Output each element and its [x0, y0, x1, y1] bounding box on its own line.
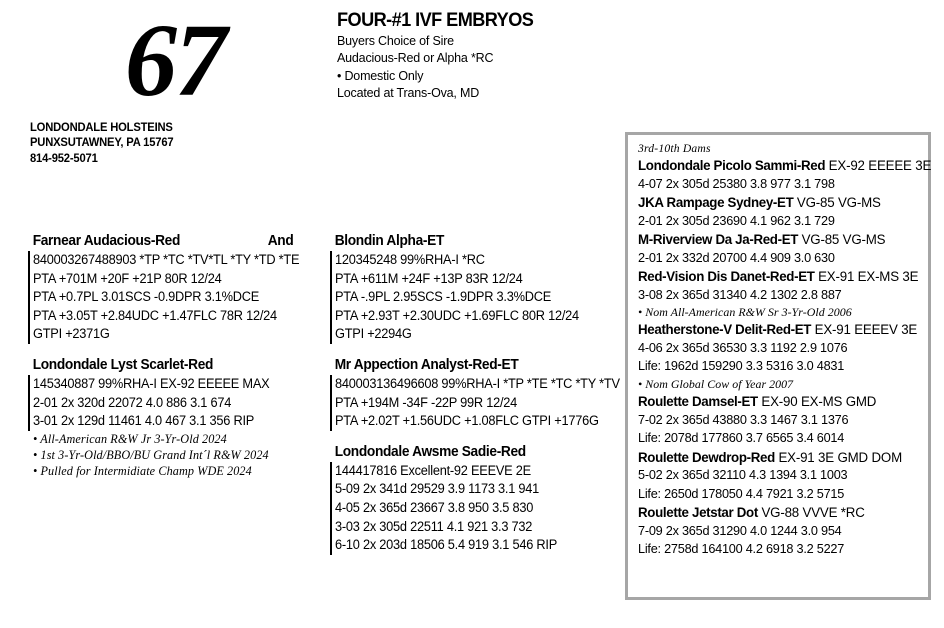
- pedigree-data-line: PTA +194M -34F -22P 99R 12/24: [335, 394, 518, 410]
- pedigree-detail-lines: 145340887 99%RHA-I EX-92 EEEEE MAX 2-01 2…: [28, 375, 328, 479]
- dam-classification-score: EX-92 EEEEE 3E: [825, 157, 932, 173]
- dam-entry-name: Red-Vision Dis Danet-Red-ET EX-91 EX-MS …: [638, 267, 919, 286]
- dam-award-note: • Nom Global Cow of Year 2007: [638, 376, 794, 391]
- dam-name-text: M-Riverview Da Ja-Red-ET: [638, 231, 799, 247]
- pedigree-data-line: 840003267488903 *TP *TC *TV*TL *TY *TD *…: [33, 252, 300, 267]
- pedigree-award-note: • All-American R&W Jr 3-Yr-Old 2024: [33, 431, 227, 446]
- pedigree-detail-lines: 840003136496608 99%RHA-I *TP *TE *TC *TY…: [330, 375, 620, 431]
- dam-production-record: 2-01 2x 332d 20700 4.4 909 3.0 630: [638, 249, 835, 265]
- pedigree-award-note: • 1st 3-Yr-Old/BBO/BU Grand Int´l R&W 20…: [33, 447, 269, 462]
- pedigree-data-line: 6-10 2x 203d 18506 5.4 919 3.1 546 RIP: [335, 537, 558, 553]
- dam-name-text: Roulette Jetstar Dot: [638, 504, 758, 521]
- pedigree-animal-name: Mr Appection Analyst-Red-ET: [334, 356, 519, 373]
- consignor-block: LONDONDALE HOLSTEINS PUNXSUTAWNEY, PA 15…: [30, 120, 306, 166]
- lot-subtitle-buyers-choice: Buyers Choice of Sire: [337, 33, 454, 48]
- dam-production-record: 4-06 2x 365d 36530 3.3 1192 2.9 1076: [638, 340, 848, 355]
- pedigree-block: Londondale Awsme Sadie-Red 144417816 Exce…: [330, 443, 620, 555]
- pedigree-data-line: PTA +2.93T +2.30UDC +1.69FLC 80R 12/24: [335, 307, 579, 323]
- dam-classification-score: VG-88 VVVE *RC: [757, 504, 865, 521]
- pedigree-block-rule: [28, 374, 30, 431]
- pedigree-data-line: PTA +611M +24F +13P 83R 12/24: [335, 270, 523, 286]
- dams-panel-heading: 3rd-10th Dams: [638, 142, 711, 155]
- pedigree-data-line: 120345248 99%RHA-I *RC: [335, 252, 485, 267]
- pedigree-data-line: PTA +2.02T +1.56UDC +1.08FLC GTPI +1776G: [335, 413, 599, 429]
- pedigree-data-line: PTA +701M +20F +21P 80R 12/24: [33, 270, 222, 286]
- dam-production-record: Life: 1962d 159290 3.3 5316 3.0 4831: [638, 358, 845, 374]
- lot-header: FOUR-#1 IVF EMBRYOS Buyers Choice of Sir…: [337, 8, 637, 102]
- dam-name-text: Roulette Damsel-ET: [638, 393, 758, 410]
- pedigree-block: Mr Appection Analyst-Red-ET 8400031364966…: [330, 356, 620, 431]
- pedigree-data-line: 144417816 Excellent-92 EEEVE 2E: [335, 462, 531, 478]
- dam-classification-score: EX-91 3E GMD DOM: [774, 448, 902, 465]
- pedigree-block: Farnear Audacious-Red And 840003267488903 …: [28, 232, 328, 344]
- dam-classification-score: EX-90 EX-MS GMD: [757, 393, 877, 410]
- pedigree-data-line: 3-01 2x 129d 11461 4.0 467 3.1 356 RIP: [33, 413, 255, 429]
- dam-entry-name: JKA Rampage Sydney-ET VG-85 VG-MS: [638, 193, 904, 212]
- dam-production-record: Life: 2650d 178050 4.4 7921 3.2 5715: [638, 485, 845, 501]
- pedigree-data-line: 4-05 2x 365d 23667 3.8 950 3.5 830: [335, 499, 534, 515]
- pedigree-award-note: • Pulled for Intermidiate Champ WDE 2024: [33, 464, 252, 479]
- pedigree-data-line: 840003136496608 99%RHA-I *TP *TE *TC *TY…: [335, 375, 620, 391]
- pedigree-data-line: 3-03 2x 305d 22511 4.1 921 3.3 732: [335, 518, 533, 534]
- lot-number: 67: [125, 3, 227, 118]
- pedigree-data-line: PTA +0.7PL 3.01SCS -0.9DPR 3.1%DCE: [33, 289, 260, 305]
- lot-subtitle-domestic-only: • Domestic Only: [337, 67, 424, 83]
- dam-name-text: Heatherstone-V Delit-Red-ET: [638, 321, 812, 338]
- pedigree-block: Blondin Alpha-ET 120345248 99%RHA-I *RC PT…: [330, 232, 620, 344]
- dam-award-note: • Nom All-American R&W Sr 3-Yr-Old 2006: [638, 305, 852, 319]
- dam-classification-score: VG-85 VG-MS: [798, 231, 886, 247]
- lot-subtitle-sire-options: Audacious-Red or Alpha *RC: [337, 50, 494, 66]
- pedigree-data-line: GTPI +2371G: [33, 326, 110, 342]
- dam-production-record: Life: 2758d 164100 4.2 6918 3.2 5227: [638, 541, 845, 557]
- dam-name-text: Londondale Picolo Sammi-Red: [638, 157, 826, 173]
- dam-production-record: 4-07 2x 305d 25380 3.8 977 3.1 798: [638, 175, 835, 191]
- dam-name-text: Red-Vision Dis Danet-Red-ET: [638, 268, 815, 284]
- consignor-phone: 814-952-5071: [30, 150, 98, 165]
- pedigree-data-line: 5-09 2x 341d 29529 3.9 1173 3.1 941: [335, 481, 540, 497]
- consignor-city-state: PUNXSUTAWNEY, PA 15767: [30, 135, 174, 150]
- pedigree-detail-lines: 840003267488903 *TP *TC *TV*TL *TY *TD *…: [28, 251, 328, 344]
- pedigree-animal-name: Blondin Alpha-ET: [334, 233, 445, 249]
- dam-production-record: 3-08 2x 365d 31340 4.2 1302 2.8 887: [638, 286, 842, 302]
- pedigree-animal-name: Londondale Awsme Sadie-Red: [334, 443, 526, 460]
- pedigree-data-line: 145340887 99%RHA-I EX-92 EEEEE MAX: [33, 375, 270, 391]
- dam-production-record: Life: 2078d 177860 3.7 6565 3.4 6014: [638, 430, 845, 446]
- dams-panel: 3rd-10th Dams Londondale Picolo Sammi-Re…: [625, 132, 931, 600]
- dam-classification-score: EX-91 EEEEV 3E: [811, 321, 918, 338]
- pedigree-data-line: GTPI +2294G: [335, 326, 412, 342]
- consignor-farm-name: LONDONDALE HOLSTEINS: [30, 120, 173, 134]
- dam-classification-score: VG-85 VG-MS: [793, 194, 881, 210]
- dam-entry-name: Roulette Dewdrop-Red EX-91 3E GMD DOM: [638, 448, 904, 467]
- pedigree-animal-name: Londondale Lyst Scarlet-Red: [32, 356, 214, 373]
- pedigree-column-middle: Blondin Alpha-ET 120345248 99%RHA-I *RC PT…: [330, 232, 620, 555]
- pedigree-column-left: Farnear Audacious-Red And 840003267488903 …: [28, 232, 328, 479]
- dam-production-record: 2-01 2x 305d 23690 4.1 962 3.1 729: [638, 212, 835, 228]
- lot-title: FOUR-#1 IVF EMBRYOS: [337, 9, 534, 31]
- pedigree-detail-lines: 144417816 Excellent-92 EEEVE 2E 5-09 2x 3…: [330, 462, 620, 555]
- pedigree-data-line: 2-01 2x 320d 22072 4.0 886 3.1 674: [33, 394, 232, 410]
- dam-production-record: 5-02 2x 365d 32110 4.3 1394 3.1 1003: [638, 467, 848, 483]
- pedigree-animal-name: Farnear Audacious-Red And: [32, 233, 294, 249]
- dam-entry-name: Roulette Jetstar Dot VG-88 VVVE *RC: [638, 503, 904, 522]
- pedigree-block-rule: [28, 251, 30, 344]
- pedigree-data-line: PTA +3.05T +2.84UDC +1.47FLC 78R 12/24: [33, 307, 277, 323]
- dam-name-text: Roulette Dewdrop-Red: [638, 448, 775, 465]
- pedigree-block-rule: [330, 251, 332, 344]
- dam-production-record: 7-09 2x 365d 31290 4.0 1244 3.0 954: [638, 522, 842, 538]
- dam-name-text: JKA Rampage Sydney-ET: [638, 194, 794, 210]
- pedigree-block-rule: [330, 374, 332, 431]
- dams-list: Londondale Picolo Sammi-Red EX-92 EEEEE …: [638, 156, 931, 558]
- pedigree-block-rule: [330, 461, 332, 555]
- dam-entry-name: Londondale Picolo Sammi-Red EX-92 EEEEE …: [638, 156, 931, 175]
- dam-classification-score: EX-91 EX-MS 3E: [814, 268, 919, 284]
- pedigree-block: Londondale Lyst Scarlet-Red 145340887 99%…: [28, 356, 328, 479]
- dam-production-record: 7-02 2x 365d 43880 3.3 1467 3.1 1376: [638, 411, 849, 427]
- pedigree-data-line: PTA -.9PL 2.95SCS -1.9DPR 3.3%DCE: [335, 289, 552, 305]
- pedigree-and-label: And: [267, 233, 294, 249]
- dam-entry-name: M-Riverview Da Ja-Red-ET VG-85 VG-MS: [638, 230, 904, 249]
- pedigree-detail-lines: 120345248 99%RHA-I *RC PTA +611M +24F +13…: [330, 251, 620, 344]
- dam-entry-name: Heatherstone-V Delit-Red-ET EX-91 EEEEV …: [638, 320, 917, 339]
- lot-subtitle-location: Located at Trans-Ova, MD: [337, 85, 480, 101]
- dam-entry-name: Roulette Damsel-ET EX-90 EX-MS GMD: [638, 392, 904, 411]
